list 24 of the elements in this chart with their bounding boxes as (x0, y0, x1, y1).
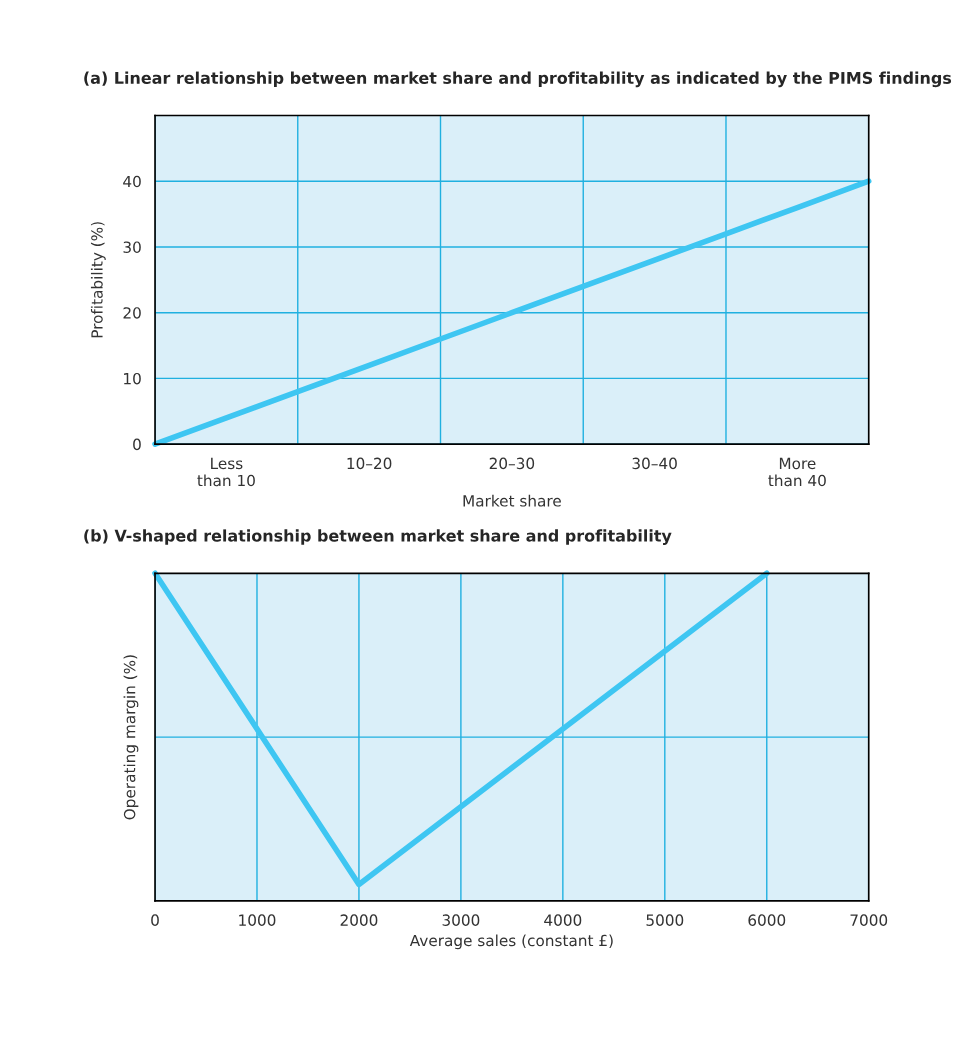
chart-title: (b) V-shaped relationship between market share and profitability (84, 529, 672, 545)
x-tick-label: 10–20 (347, 457, 392, 470)
y-tick-label: 30 (123, 241, 141, 253)
x-tick-label: Less than 10 (197, 457, 255, 487)
x-tick-label: 0 (151, 914, 159, 926)
x-tick-label: More than 40 (768, 457, 826, 487)
x-tick-label: 6000 (748, 914, 786, 926)
x-tick-label: 1000 (239, 914, 276, 926)
chart-title: (a) Linear relationship between market share and profitability as indicated by the PIMS findings (84, 71, 952, 88)
x-tick-label: 5000 (646, 914, 684, 926)
y-axis-title: Profitability (%) (90, 222, 106, 338)
x-axis-title: Market share (463, 494, 561, 507)
x-tick-label: 4000 (544, 914, 582, 926)
y-tick-label: 20 (123, 307, 141, 319)
x-tick-label: 30–40 (632, 457, 677, 470)
x-axis-title: Average sales (constant £) (409, 934, 613, 950)
x-tick-label: 7000 (850, 914, 888, 926)
y-axis-title: Operating margin (%) (123, 655, 139, 820)
y-tick-label: 40 (123, 175, 141, 188)
y-tick-label: 10 (124, 372, 141, 385)
x-tick-label: 3000 (442, 914, 480, 926)
x-tick-label: 2000 (340, 914, 378, 926)
y-tick-label: 0 (133, 438, 141, 451)
x-tick-label: 20–30 (489, 457, 535, 470)
